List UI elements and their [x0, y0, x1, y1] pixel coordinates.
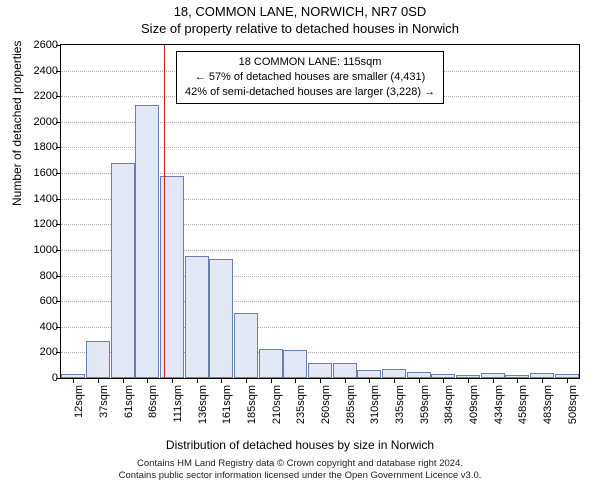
- x-tick-label: 359sqm: [419, 385, 431, 445]
- bar: [135, 105, 159, 378]
- annotation-line3: 42% of semi-detached houses are larger (…: [185, 85, 435, 100]
- title-subtitle: Size of property relative to detached ho…: [0, 21, 600, 36]
- bar: [333, 363, 357, 378]
- bar: [308, 363, 332, 378]
- chart-area: Number of detached properties 18 COMMON …: [0, 36, 600, 456]
- bar: [382, 369, 406, 378]
- x-tick-mark: [320, 378, 321, 383]
- y-tick-label: 2200: [18, 90, 58, 102]
- y-tick-label: 400: [18, 321, 58, 333]
- x-tick-label: 37sqm: [98, 385, 110, 445]
- bar: [357, 370, 381, 378]
- x-tick-mark: [147, 378, 148, 383]
- y-tick-label: 1000: [18, 244, 58, 256]
- x-tick-label: 136sqm: [197, 385, 209, 445]
- bar: [234, 313, 258, 378]
- x-tick-mark: [246, 378, 247, 383]
- x-tick-mark: [517, 378, 518, 383]
- y-tick-label: 200: [18, 346, 58, 358]
- x-tick-label: 335sqm: [394, 385, 406, 445]
- title-block: 18, COMMON LANE, NORWICH, NR7 0SD Size o…: [0, 0, 600, 36]
- y-tick-label: 2400: [18, 65, 58, 77]
- y-tick-label: 1800: [18, 141, 58, 153]
- x-tick-label: 310sqm: [369, 385, 381, 445]
- x-tick-mark: [369, 378, 370, 383]
- x-tick-mark: [123, 378, 124, 383]
- footer-line1: Contains HM Land Registry data © Crown c…: [0, 458, 600, 470]
- x-tick-label: 210sqm: [271, 385, 283, 445]
- bar: [283, 350, 307, 378]
- y-tick-label: 1600: [18, 167, 58, 179]
- annotation-line2: ← 57% of detached houses are smaller (4,…: [185, 70, 435, 85]
- y-tick-label: 2600: [18, 39, 58, 51]
- x-tick-label: 384sqm: [443, 385, 455, 445]
- x-tick-label: 61sqm: [123, 385, 135, 445]
- annotation-box: 18 COMMON LANE: 115sqm← 57% of detached …: [176, 51, 444, 104]
- x-tick-mark: [493, 378, 494, 383]
- x-tick-mark: [271, 378, 272, 383]
- annotation-line1: 18 COMMON LANE: 115sqm: [185, 55, 435, 70]
- x-tick-mark: [172, 378, 173, 383]
- bar: [86, 341, 110, 378]
- x-tick-mark: [345, 378, 346, 383]
- x-tick-label: 111sqm: [172, 385, 184, 445]
- y-tick-label: 1200: [18, 218, 58, 230]
- bar: [209, 259, 233, 378]
- x-tick-label: 86sqm: [147, 385, 159, 445]
- y-tick-label: 1400: [18, 193, 58, 205]
- x-tick-mark: [98, 378, 99, 383]
- title-address: 18, COMMON LANE, NORWICH, NR7 0SD: [0, 4, 600, 19]
- x-tick-label: 508sqm: [567, 385, 579, 445]
- x-tick-label: 260sqm: [320, 385, 332, 445]
- x-tick-mark: [221, 378, 222, 383]
- x-tick-label: 161sqm: [221, 385, 233, 445]
- x-tick-mark: [197, 378, 198, 383]
- x-tick-mark: [567, 378, 568, 383]
- x-tick-label: 285sqm: [345, 385, 357, 445]
- footer: Contains HM Land Registry data © Crown c…: [0, 456, 600, 482]
- x-axis-label: Distribution of detached houses by size …: [0, 438, 600, 452]
- x-tick-mark: [419, 378, 420, 383]
- x-tick-label: 185sqm: [246, 385, 258, 445]
- x-tick-label: 409sqm: [468, 385, 480, 445]
- y-tick-label: 2000: [18, 116, 58, 128]
- bar: [259, 349, 283, 378]
- x-tick-label: 12sqm: [73, 385, 85, 445]
- x-tick-mark: [542, 378, 543, 383]
- reference-line: [164, 45, 165, 378]
- y-tick-label: 0: [18, 372, 58, 384]
- x-tick-mark: [295, 378, 296, 383]
- x-tick-mark: [394, 378, 395, 383]
- bar: [111, 163, 135, 378]
- bar: [185, 256, 209, 378]
- x-tick-label: 483sqm: [542, 385, 554, 445]
- x-tick-mark: [73, 378, 74, 383]
- footer-line2: Contains public sector information licen…: [0, 470, 600, 482]
- x-tick-label: 434sqm: [493, 385, 505, 445]
- x-tick-mark: [443, 378, 444, 383]
- y-tick-label: 600: [18, 295, 58, 307]
- y-tick-label: 800: [18, 270, 58, 282]
- plot-area: 18 COMMON LANE: 115sqm← 57% of detached …: [60, 44, 580, 379]
- x-tick-mark: [468, 378, 469, 383]
- x-tick-label: 235sqm: [295, 385, 307, 445]
- x-tick-label: 458sqm: [517, 385, 529, 445]
